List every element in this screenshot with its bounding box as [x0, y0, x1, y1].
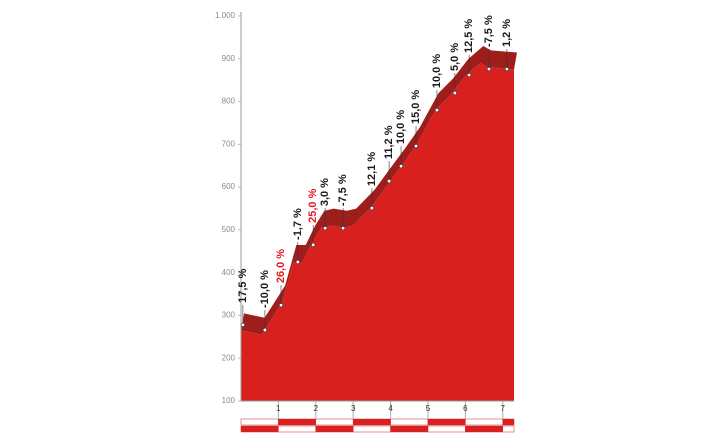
point — [278, 303, 284, 308]
gradient-label: -7,5 % — [483, 15, 495, 47]
km-stripe — [352, 418, 391, 426]
point — [504, 66, 510, 72]
x-tick-label: 4 — [388, 404, 393, 413]
km-stripe — [390, 418, 429, 426]
point — [340, 226, 346, 231]
y-tick-label: 400 — [222, 268, 236, 277]
point — [240, 322, 246, 328]
y-tick-label: 300 — [222, 311, 236, 320]
x-tick-label: 5 — [426, 404, 431, 413]
x-tick-label: 6 — [463, 404, 468, 413]
gradient-label: 26,0 % — [275, 249, 287, 283]
y-tick-label: 800 — [222, 97, 236, 106]
point — [466, 72, 472, 78]
gradient-label: 12,5 % — [463, 19, 475, 53]
point — [262, 327, 268, 333]
profile-area — [241, 63, 514, 402]
km-stripe — [465, 418, 504, 426]
profile-band — [241, 46, 517, 335]
y-tick-label: 900 — [222, 54, 236, 63]
point — [369, 205, 375, 211]
x-tick-label: 2 — [314, 404, 319, 413]
x-tick-label: 7 — [501, 404, 506, 413]
gradient-label: 15,0 % — [410, 90, 422, 124]
gradient-label: 25,0 % — [307, 188, 319, 222]
point — [452, 90, 458, 96]
point — [386, 178, 392, 184]
gradient-label: 10,0 % — [395, 110, 407, 144]
km-stripe — [427, 418, 466, 426]
km-stripe — [240, 425, 279, 433]
km-stripe — [390, 425, 429, 433]
km-stripe — [465, 425, 504, 433]
gradient-label: 5,0 % — [449, 43, 461, 71]
point — [413, 143, 419, 149]
km-stripe — [278, 425, 317, 433]
km-stripe — [278, 418, 317, 426]
gradient-label: -1,7 % — [292, 208, 304, 240]
km-stripe — [315, 418, 354, 426]
point — [398, 163, 404, 169]
x-tick-label: 1 — [276, 404, 281, 413]
km-stripe — [427, 425, 466, 433]
gradient-label: -7,5 % — [337, 174, 349, 206]
gradient-label: 11,2 % — [383, 125, 395, 159]
gradient-label: 17,5 % — [237, 268, 249, 302]
y-tick-label: 200 — [222, 353, 236, 362]
point — [434, 107, 440, 113]
gradient-label: 12,1 % — [366, 152, 378, 186]
gradient-label: 1,2 % — [501, 19, 513, 47]
km-stripe — [240, 418, 279, 426]
gradient-label: 3,0 % — [319, 178, 331, 206]
km-stripe — [502, 425, 515, 433]
point — [322, 226, 328, 231]
gradient-label: -10,0 % — [259, 270, 271, 308]
x-tick-label: 3 — [351, 404, 356, 413]
km-stripe — [315, 425, 354, 433]
point — [295, 259, 300, 265]
y-tick-label: 600 — [222, 182, 236, 191]
y-tick-label: 500 — [222, 225, 236, 234]
y-tick-label: 1.000 — [215, 11, 236, 20]
km-stripe — [352, 425, 391, 433]
gradient-label: 10,0 % — [431, 54, 443, 88]
y-tick-label: 700 — [222, 139, 236, 148]
point — [486, 66, 492, 72]
point — [311, 242, 316, 248]
y-tick-label: 100 — [222, 396, 236, 405]
km-stripe — [502, 418, 515, 426]
